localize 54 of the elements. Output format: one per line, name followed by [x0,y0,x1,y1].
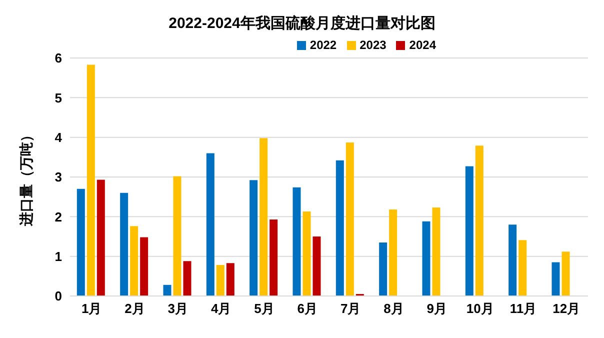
x-tick-label: 11月 [510,301,537,316]
bar [562,252,570,296]
chart-title: 2022-2024年我国硫酸月度进口量对比图 [168,14,436,33]
bar [216,265,224,296]
bar [173,176,182,296]
bar [508,224,517,296]
bar [336,160,344,296]
bar [312,236,321,296]
bar [475,146,484,296]
y-tick-label: 4 [54,130,63,145]
x-tick-label: 4月 [210,301,232,316]
bar [163,284,172,296]
bar [389,210,398,296]
y-tick-label: 2 [54,209,62,224]
bar [120,192,128,296]
x-tick-label: 12月 [552,301,580,316]
bar [140,237,148,296]
bar [465,166,474,296]
y-tick-label: 1 [54,248,62,264]
legend-label: 2022 [310,38,337,52]
x-tick-label: 2月 [124,301,145,316]
bar [432,208,440,296]
x-tick-label: 5月 [254,301,274,316]
legend-label: 2023 [360,38,386,52]
bar [86,64,95,296]
bar [518,240,527,296]
bar [292,187,301,296]
x-tick-label: 1月 [81,301,102,316]
x-tick-label: 8月 [384,301,404,316]
x-tick-label: 9月 [426,301,448,316]
x-tick-label: 10月 [466,301,494,316]
bar [76,188,85,296]
bar [346,142,354,296]
bar [302,212,311,296]
bar [379,242,388,296]
y-tick-label: 5 [54,90,62,106]
bar [552,262,560,296]
bar [260,138,268,296]
bar [206,153,214,296]
x-tick-label: 3月 [168,301,188,316]
bar [226,263,234,296]
bar [96,180,105,296]
legend-label: 2024 [409,38,436,52]
y-axis-title: 进口量（万吨） [18,128,34,227]
bar [250,180,258,296]
y-tick-label: 6 [54,50,62,66]
x-tick-label: 6月 [297,301,318,316]
y-tick-label: 0 [54,288,62,304]
x-tick-label: 7月 [340,301,361,316]
bar [422,221,430,296]
y-tick-label: 3 [54,170,62,185]
bar [130,226,138,296]
bar [183,261,192,296]
bar [270,219,278,296]
